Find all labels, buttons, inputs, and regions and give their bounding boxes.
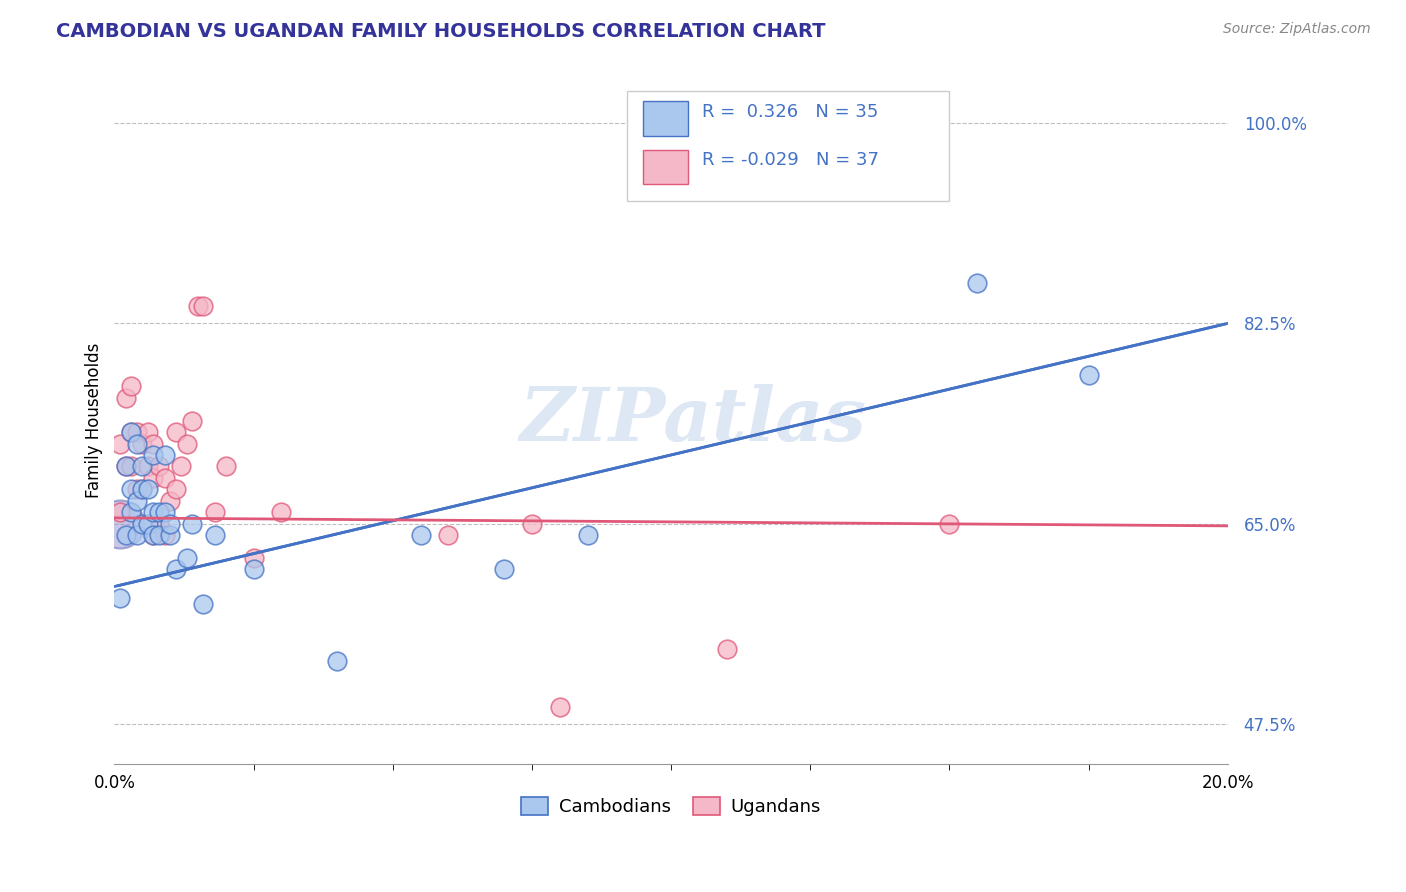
Point (187, 299, 209, 313)
Point (148, 459, 170, 474)
Point (131, 459, 153, 474)
Point (204, 528, 226, 542)
Point (120, 459, 142, 474)
Point (125, 528, 148, 542)
Point (131, 516, 153, 531)
Point (142, 471, 165, 485)
Point (153, 448, 176, 462)
FancyBboxPatch shape (627, 91, 949, 201)
Point (159, 516, 181, 531)
Point (716, 642, 738, 657)
Point (181, 516, 204, 531)
Point (125, 493, 148, 508)
Point (165, 562, 187, 576)
Point (120, 505, 142, 519)
Point (120, 425, 142, 439)
Point (142, 436, 165, 450)
Point (120, 483, 142, 497)
Point (492, 562, 515, 576)
Point (153, 505, 176, 519)
Point (548, 699, 571, 714)
Point (114, 528, 136, 542)
Text: ZIPatlas: ZIPatlas (520, 384, 866, 457)
Point (148, 528, 170, 542)
Point (142, 528, 165, 542)
Point (153, 471, 176, 485)
Text: R =  0.326   N = 35: R = 0.326 N = 35 (702, 103, 879, 120)
Point (437, 528, 460, 542)
Point (142, 505, 165, 519)
Point (193, 597, 215, 611)
Point (270, 505, 292, 519)
Point (131, 436, 153, 450)
Point (148, 505, 170, 519)
Y-axis label: Family Households: Family Households (86, 343, 103, 499)
Point (136, 459, 159, 474)
Point (108, 591, 131, 605)
Point (131, 483, 153, 497)
Point (125, 483, 148, 497)
Point (520, 516, 543, 531)
Point (193, 299, 215, 313)
Point (242, 550, 264, 565)
Point (125, 436, 148, 450)
Point (204, 505, 226, 519)
Point (114, 459, 136, 474)
Point (153, 528, 176, 542)
Point (176, 436, 198, 450)
Point (165, 425, 187, 439)
Point (1077, 368, 1099, 382)
Point (181, 414, 204, 428)
FancyBboxPatch shape (643, 102, 688, 136)
Point (142, 528, 165, 542)
Point (966, 277, 988, 291)
Point (148, 516, 170, 531)
Point (131, 483, 153, 497)
FancyBboxPatch shape (643, 150, 688, 184)
Point (136, 425, 159, 439)
Point (176, 550, 198, 565)
Point (326, 654, 349, 668)
Point (120, 379, 142, 393)
Text: Source: ZipAtlas.com: Source: ZipAtlas.com (1223, 22, 1371, 37)
Point (159, 528, 181, 542)
Point (108, 436, 131, 450)
Point (576, 528, 599, 542)
Point (409, 528, 432, 542)
Point (114, 391, 136, 405)
Point (136, 516, 159, 531)
Text: R = -0.029   N = 37: R = -0.029 N = 37 (702, 151, 879, 169)
Text: CAMBODIAN VS UGANDAN FAMILY HOUSEHOLDS CORRELATION CHART: CAMBODIAN VS UGANDAN FAMILY HOUSEHOLDS C… (56, 22, 825, 41)
Legend: Cambodians, Ugandans: Cambodians, Ugandans (513, 789, 828, 823)
Point (136, 483, 159, 497)
Point (159, 493, 181, 508)
Point (108, 505, 131, 519)
Point (108, 516, 131, 531)
Point (120, 425, 142, 439)
Point (142, 448, 165, 462)
Point (215, 459, 238, 474)
Point (114, 459, 136, 474)
Point (125, 425, 148, 439)
Point (170, 459, 193, 474)
Point (938, 516, 960, 531)
Point (165, 483, 187, 497)
Point (242, 562, 264, 576)
